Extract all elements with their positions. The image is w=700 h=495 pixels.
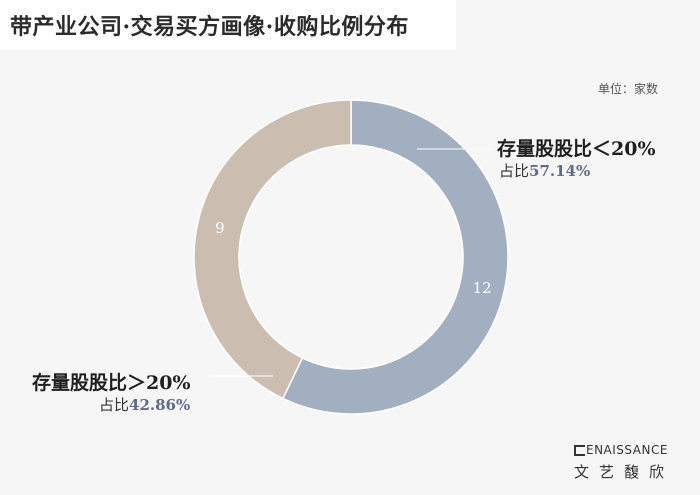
- brand-r-mark-icon: [574, 444, 585, 456]
- value-label-lt20: 12: [473, 279, 492, 297]
- slice-label-gt20: 存量股股比＞20%: [32, 372, 191, 394]
- title-bar: 带产业公司·交易买方画像·收购比例分布: [0, 0, 456, 50]
- brand-en: ENAISSANCE: [574, 443, 696, 457]
- brand-logo: ENAISSANCE 文艺馥欣: [574, 443, 696, 482]
- share-prefix: 占比: [99, 396, 130, 414]
- share-prefix: 占比: [499, 162, 530, 180]
- brand-cn: 文艺馥欣: [574, 463, 675, 481]
- slice-share-gt20: 占比42.86%: [99, 394, 190, 415]
- value-label-gt20: 9: [215, 219, 225, 237]
- slice-label-lt20: 存量股股比＜20%: [497, 138, 656, 160]
- slice-share-lt20: 占比57.14%: [499, 160, 590, 181]
- share-value: 57.14%: [529, 162, 591, 180]
- unit-label: 单位：家数: [597, 82, 658, 96]
- chart-title: 带产业公司·交易买方画像·收购比例分布: [10, 14, 409, 40]
- share-value: 42.86%: [129, 396, 191, 414]
- slice-lt20: [281, 99, 509, 415]
- slice-gt20: [193, 99, 352, 400]
